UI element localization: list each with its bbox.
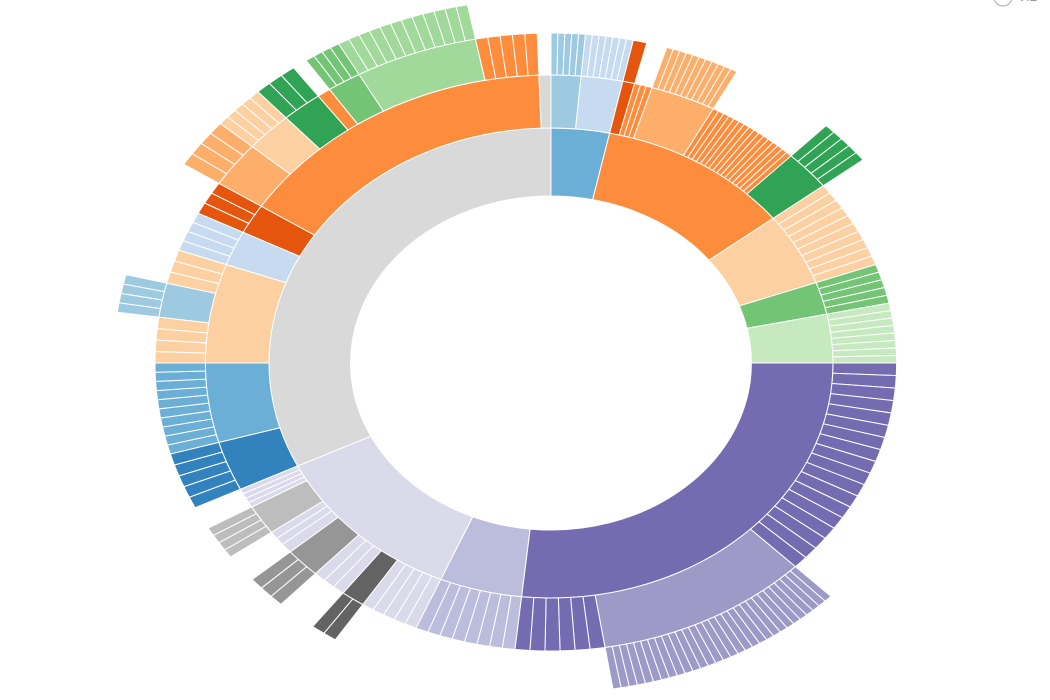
sunburst-arc — [155, 363, 206, 372]
option-radio[interactable]: 0.2 — [993, 0, 1038, 7]
radio-label: 0.2 — [1018, 0, 1038, 4]
radio-button[interactable] — [993, 0, 1013, 7]
sunburst — [117, 5, 896, 689]
sunburst-arc — [205, 363, 280, 442]
sunburst-arc — [545, 598, 560, 651]
sunburst-arc — [155, 371, 206, 381]
sunburst-arc — [833, 355, 897, 363]
sunburst-arc — [539, 75, 551, 128]
